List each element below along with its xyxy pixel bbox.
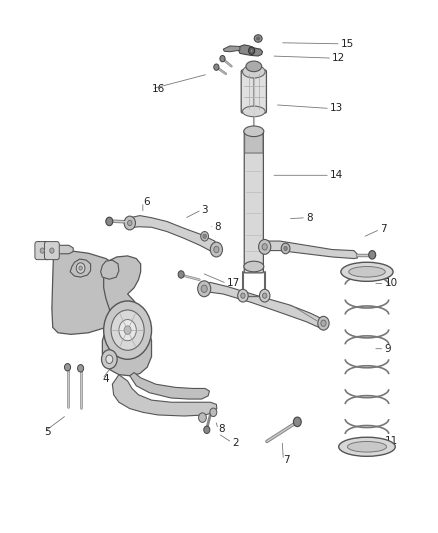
- Ellipse shape: [238, 289, 248, 302]
- Circle shape: [124, 326, 131, 334]
- Circle shape: [49, 248, 54, 253]
- Text: 1: 1: [319, 317, 326, 327]
- Circle shape: [111, 310, 144, 350]
- Circle shape: [102, 350, 117, 369]
- Ellipse shape: [256, 37, 260, 40]
- Ellipse shape: [201, 285, 207, 293]
- Circle shape: [40, 248, 45, 253]
- Ellipse shape: [198, 413, 206, 422]
- Polygon shape: [262, 241, 357, 259]
- Ellipse shape: [198, 281, 211, 297]
- Circle shape: [106, 217, 113, 225]
- Circle shape: [204, 426, 210, 433]
- Text: 11: 11: [385, 437, 398, 447]
- Text: 8: 8: [306, 213, 313, 223]
- Text: 17: 17: [227, 278, 240, 288]
- Text: 14: 14: [330, 171, 343, 180]
- Text: 10: 10: [385, 278, 398, 288]
- Ellipse shape: [258, 239, 271, 254]
- Ellipse shape: [341, 262, 393, 281]
- Text: 4: 4: [102, 374, 109, 384]
- Circle shape: [220, 55, 225, 62]
- Text: 12: 12: [332, 53, 346, 63]
- Text: 7: 7: [283, 455, 290, 465]
- Ellipse shape: [262, 293, 267, 298]
- Polygon shape: [130, 373, 209, 399]
- Text: 15: 15: [341, 39, 354, 49]
- Ellipse shape: [259, 289, 270, 302]
- Circle shape: [119, 319, 136, 341]
- Ellipse shape: [214, 246, 219, 253]
- Circle shape: [76, 263, 85, 273]
- Ellipse shape: [244, 261, 264, 272]
- Text: 5: 5: [44, 427, 51, 437]
- Circle shape: [104, 301, 152, 359]
- Polygon shape: [201, 282, 327, 329]
- Text: 8: 8: [215, 222, 221, 232]
- Polygon shape: [239, 45, 262, 56]
- Ellipse shape: [210, 408, 217, 417]
- Circle shape: [79, 266, 82, 270]
- Text: 16: 16: [152, 84, 165, 94]
- Ellipse shape: [243, 65, 265, 78]
- FancyBboxPatch shape: [245, 131, 263, 153]
- Ellipse shape: [349, 266, 385, 277]
- FancyBboxPatch shape: [35, 241, 49, 260]
- Ellipse shape: [281, 243, 290, 254]
- Polygon shape: [52, 251, 127, 334]
- Text: 2: 2: [232, 438, 239, 448]
- Polygon shape: [223, 46, 240, 52]
- FancyBboxPatch shape: [241, 70, 266, 113]
- Ellipse shape: [254, 35, 262, 42]
- FancyBboxPatch shape: [244, 130, 263, 273]
- Polygon shape: [127, 216, 219, 253]
- Text: 6: 6: [143, 197, 149, 207]
- Ellipse shape: [241, 293, 245, 298]
- Ellipse shape: [262, 244, 267, 250]
- Ellipse shape: [243, 106, 265, 117]
- Text: 7: 7: [380, 224, 387, 235]
- Ellipse shape: [210, 242, 223, 257]
- Ellipse shape: [318, 317, 329, 330]
- Text: 8: 8: [218, 424, 225, 434]
- Circle shape: [293, 417, 301, 426]
- Ellipse shape: [321, 320, 326, 326]
- Circle shape: [369, 251, 376, 259]
- Text: 18: 18: [36, 241, 49, 252]
- Ellipse shape: [246, 61, 262, 71]
- Ellipse shape: [339, 437, 395, 456]
- Ellipse shape: [201, 231, 208, 241]
- FancyBboxPatch shape: [45, 241, 59, 260]
- Ellipse shape: [203, 234, 206, 238]
- Ellipse shape: [284, 246, 287, 251]
- Polygon shape: [70, 259, 91, 277]
- Polygon shape: [101, 260, 119, 279]
- Ellipse shape: [244, 126, 264, 136]
- Polygon shape: [47, 245, 73, 254]
- Circle shape: [251, 49, 253, 52]
- Text: 9: 9: [385, 344, 391, 354]
- Polygon shape: [102, 256, 152, 376]
- Ellipse shape: [347, 441, 387, 452]
- Circle shape: [249, 47, 254, 54]
- Text: 3: 3: [201, 205, 208, 215]
- Circle shape: [214, 64, 219, 70]
- Circle shape: [106, 355, 113, 364]
- Circle shape: [178, 271, 184, 278]
- Text: 13: 13: [330, 103, 343, 114]
- Polygon shape: [113, 375, 217, 416]
- Circle shape: [64, 364, 71, 371]
- Circle shape: [78, 365, 84, 372]
- Ellipse shape: [127, 220, 132, 225]
- Ellipse shape: [124, 216, 135, 230]
